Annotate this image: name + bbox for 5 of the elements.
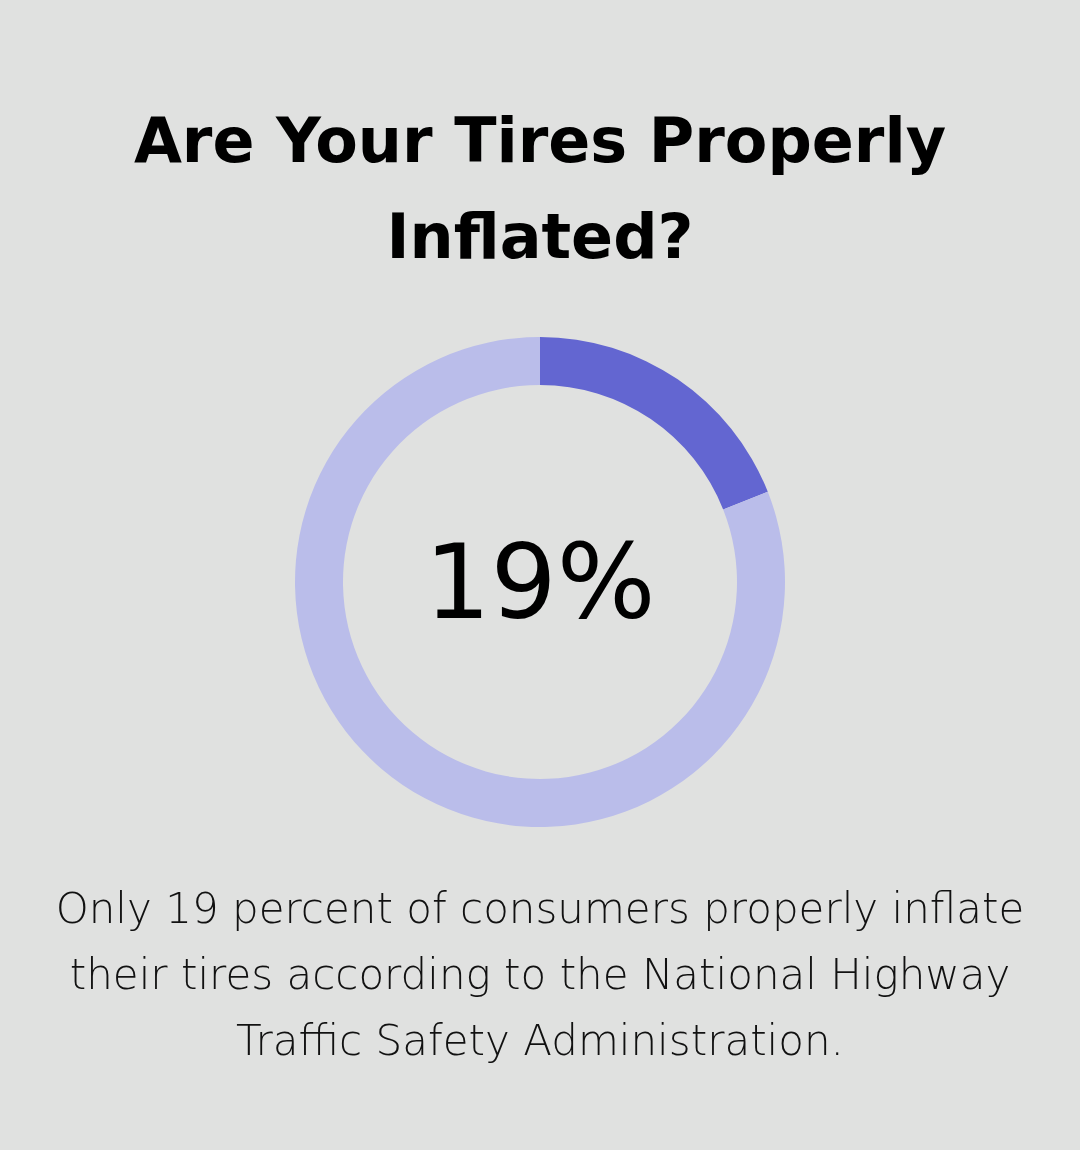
text: Only 19 percent of consumers properly inflate their tires according to the National Highway Traffic Safety Administration. <box>55 884 1025 1065</box>
chart-title: Are Your Tires Properly Inflated? <box>133 104 947 273</box>
donut-slice <box>295 337 785 827</box>
text: 19% <box>424 521 656 644</box>
donut-slice <box>540 337 768 510</box>
